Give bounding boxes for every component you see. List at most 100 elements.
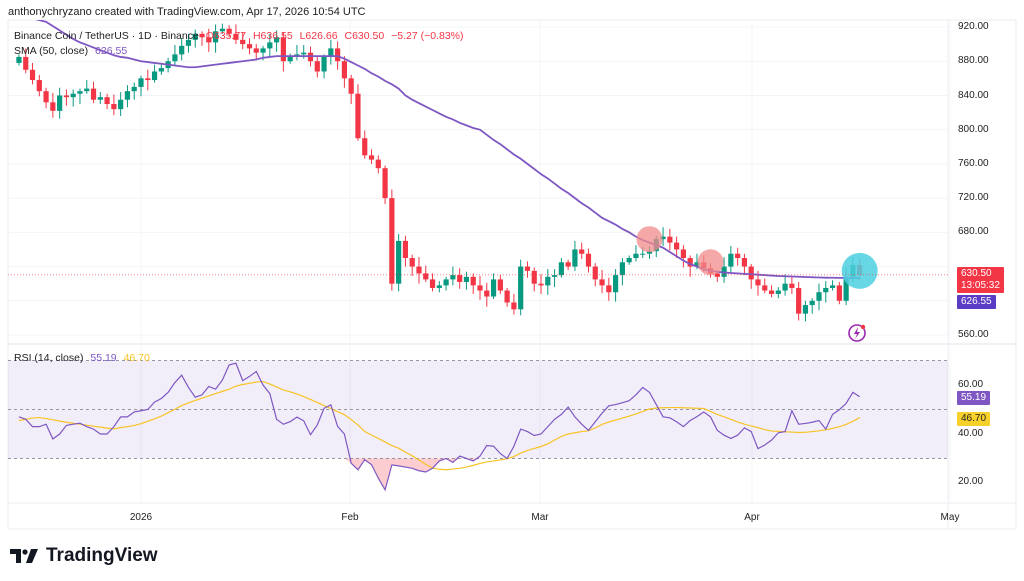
candle-up <box>301 52 307 55</box>
candle-down <box>246 44 253 49</box>
candle-up <box>321 56 327 72</box>
candle-up <box>633 253 639 259</box>
candle-up <box>16 56 22 63</box>
candle-down <box>226 28 232 34</box>
candle-up <box>124 91 131 100</box>
candle-up <box>572 249 578 267</box>
rsi-label: RSI (14, close) <box>14 352 84 364</box>
candle-up <box>151 71 158 81</box>
candle-up <box>775 290 781 294</box>
candle-down <box>768 290 775 294</box>
candle-down <box>240 39 246 45</box>
candle-down <box>680 249 686 259</box>
candle-up <box>77 91 83 94</box>
rsi-oversold-fill <box>18 458 860 490</box>
candle-up <box>490 279 497 297</box>
candle-down <box>382 168 388 199</box>
ohlc-high: H636.55 <box>252 30 293 42</box>
candle-down <box>362 138 368 156</box>
candle-down <box>314 61 320 72</box>
candle-down <box>145 78 151 81</box>
candle-up <box>640 253 646 255</box>
candle-up <box>728 253 734 267</box>
candle-up <box>694 262 700 267</box>
candle-down <box>538 283 544 286</box>
candle-up <box>179 45 185 55</box>
candle-up <box>396 240 402 284</box>
sma50-line <box>35 20 860 279</box>
candle-up <box>646 251 653 254</box>
candle-up <box>158 68 164 72</box>
rsi-line <box>18 362 861 492</box>
candle-down <box>789 283 795 288</box>
candle-down <box>511 302 517 310</box>
candle-up <box>131 86 137 92</box>
sma-badge: 626.55 <box>957 295 996 309</box>
candle-up <box>443 279 449 286</box>
candle-down <box>667 236 673 243</box>
candle-up <box>192 33 198 40</box>
candle-up <box>782 283 788 291</box>
rsi-legend: RSI (14, close) 55.19 46.70 <box>14 352 154 364</box>
candle-down <box>674 242 680 250</box>
attribution: anthonychryzano created with TradingView… <box>8 6 366 18</box>
candle-down <box>796 287 802 314</box>
candle-down <box>477 285 483 291</box>
candle-down <box>199 33 205 38</box>
rsi-badge: 55.19 <box>957 391 991 405</box>
candles <box>16 20 878 322</box>
candle-down <box>409 258 415 267</box>
candle-up <box>287 56 293 62</box>
lightning-bolt <box>854 327 860 339</box>
candle-up <box>518 266 524 310</box>
sma-legend: SMA (50, close) 626.55 <box>14 45 131 57</box>
candle-down <box>579 249 585 254</box>
candle-down <box>63 95 70 98</box>
candle-down <box>50 102 56 111</box>
candle-down <box>90 88 97 100</box>
candle-up <box>328 48 334 57</box>
candle-down <box>368 155 375 160</box>
candle-up <box>118 99 124 110</box>
candle-down <box>504 290 510 303</box>
rsi-ma-value: 46.70 <box>123 352 150 364</box>
highlight-circle-red <box>697 249 724 276</box>
candle-down <box>389 198 395 284</box>
candle-down <box>599 279 605 286</box>
logo-text: TradingView <box>46 545 158 566</box>
candle-up <box>84 88 90 92</box>
candle-down <box>375 159 381 169</box>
candle-up <box>829 285 836 288</box>
candle-down <box>429 279 436 288</box>
candle-down <box>687 258 693 267</box>
rsi-tick: 20.00 <box>958 476 984 487</box>
candle-down <box>748 266 754 280</box>
price-tick: 760.00 <box>958 158 989 169</box>
ohlc-change: −5.27 (−0.83%) <box>391 30 464 42</box>
price-tick: 680.00 <box>958 226 989 237</box>
tradingview-logo-icon <box>10 549 38 563</box>
candle-up <box>613 275 619 293</box>
highlight-circle-red <box>636 226 663 253</box>
candle-up <box>463 276 470 282</box>
candle-down <box>104 97 110 105</box>
candle-down <box>253 48 259 53</box>
ohlc-low: L626.66 <box>299 30 338 42</box>
candle-down <box>531 270 537 284</box>
date-tick: Apr <box>744 512 760 523</box>
candle-up <box>619 262 625 276</box>
rsi-ma-badge: 46.70 <box>957 412 991 426</box>
candle-down <box>341 61 347 79</box>
candle-down <box>592 266 598 280</box>
candle-up <box>436 285 442 288</box>
sma-value: 626.55 <box>95 45 128 57</box>
price-tick: 920.00 <box>958 21 989 32</box>
candle-down <box>714 273 720 277</box>
ohlc-open: O635.77 <box>205 30 247 42</box>
candle-up <box>138 78 144 87</box>
rsi-ma-line <box>18 380 860 471</box>
candle-down <box>423 273 429 280</box>
candle-up <box>274 37 280 43</box>
candle-down <box>233 33 239 40</box>
